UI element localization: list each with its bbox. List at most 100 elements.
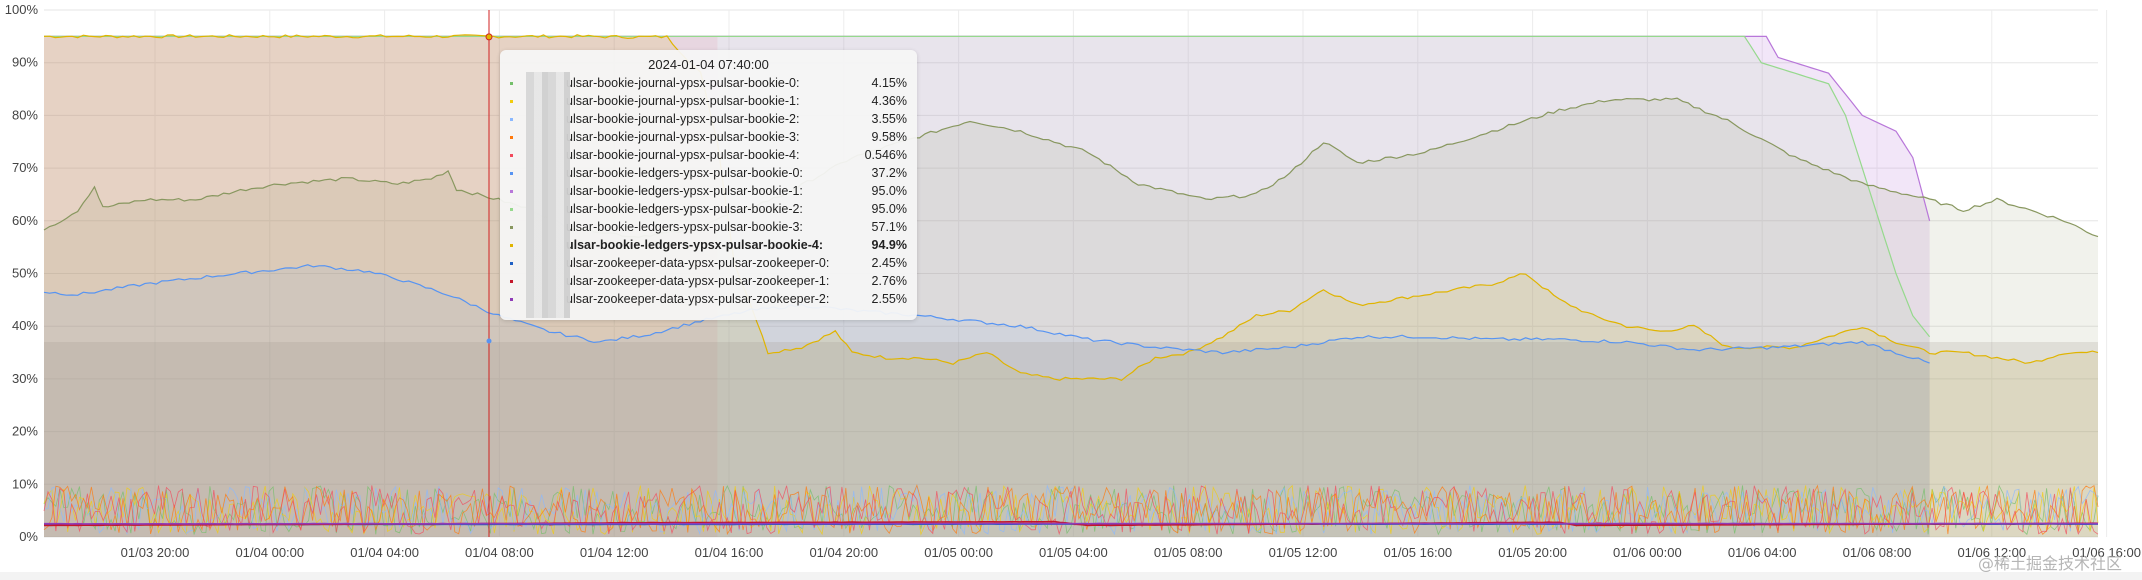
tooltip-row: ulsar-zookeeper-data-ypsx-pulsar-zookeep… <box>500 272 917 290</box>
tooltip-series-name: ulsar-bookie-ledgers-ypsx-pulsar-bookie-… <box>566 202 803 216</box>
x-tick-label: 01/04 16:00 <box>695 545 764 560</box>
series-line <box>44 35 1931 338</box>
hover-point <box>485 33 493 41</box>
y-tick-label: 10% <box>12 476 38 491</box>
x-tick-label: 01/05 00:00 <box>924 545 993 560</box>
series-color-swatch <box>510 172 513 175</box>
y-tick-label: 80% <box>12 107 38 122</box>
x-tick-label: 01/04 04:00 <box>350 545 419 560</box>
tooltip-series-name: ulsar-bookie-journal-ypsx-pulsar-bookie-… <box>566 76 800 90</box>
watermark: @稀土掘金技术社区 <box>1977 554 2122 573</box>
tooltip-series-name: ulsar-bookie-ledgers-ypsx-pulsar-bookie-… <box>566 220 803 234</box>
tooltip-series-name: ulsar-bookie-ledgers-ypsx-pulsar-bookie-… <box>566 166 803 180</box>
tooltip-series-value: 9.58% <box>871 130 907 144</box>
series-line <box>43 264 1930 364</box>
zookeeper-line <box>44 522 2098 525</box>
x-tick-label: 01/06 04:00 <box>1728 545 1797 560</box>
x-tick-label: 01/05 12:00 <box>1269 545 1338 560</box>
x-tick-label: 01/05 04:00 <box>1039 545 1108 560</box>
tooltip-time: 2024-01-04 07:40:00 <box>648 57 769 72</box>
x-axis-ticks: 01/03 20:00 01/04 00:00 01/04 04:00 01/04 0… <box>121 545 2141 560</box>
y-tick-label: 50% <box>12 266 38 281</box>
x-tick-label: 01/04 12:00 <box>580 545 649 560</box>
tooltip-series-name: ulsar-bookie-journal-ypsx-pulsar-bookie-… <box>566 148 800 162</box>
journal-noise-line <box>43 484 2099 536</box>
series-color-swatch <box>510 298 513 301</box>
x-tick-label: 01/03 20:00 <box>121 545 190 560</box>
tooltip-series-value: 3.55% <box>871 112 907 126</box>
y-tick-label: 100% <box>5 2 39 17</box>
series-color-swatch <box>510 244 513 247</box>
tooltip-row: ulsar-bookie-ledgers-ypsx-pulsar-bookie-… <box>500 200 917 218</box>
tooltip-row: ulsar-bookie-ledgers-ypsx-pulsar-bookie-… <box>500 218 917 236</box>
journal-noise-line <box>43 485 2099 536</box>
y-tick-label: 40% <box>12 318 38 333</box>
tooltip-series-name: ulsar-bookie-ledgers-ypsx-pulsar-bookie-… <box>566 238 824 252</box>
tooltip-rows: ulsar-bookie-journal-ypsx-pulsar-bookie-… <box>500 74 917 308</box>
series-color-swatch <box>510 82 513 85</box>
x-tick-label: 01/06 12:00 <box>1957 545 2026 560</box>
tooltip-series-value: 2.55% <box>871 292 907 306</box>
tooltip-series-value: 95.0% <box>871 202 907 216</box>
hover-crosshair <box>485 10 493 537</box>
y-tick-label: 60% <box>12 213 38 228</box>
tooltip-series-value: 94.9% <box>871 238 907 252</box>
chart-grid <box>44 9 2108 538</box>
tooltip-row: ulsar-bookie-ledgers-ypsx-pulsar-bookie-… <box>500 164 917 182</box>
series-color-swatch <box>510 154 513 157</box>
journal-noise-lines <box>43 484 2099 536</box>
hover-point <box>486 338 492 344</box>
x-tick-label: 01/05 20:00 <box>1498 545 1567 560</box>
x-tick-label: 01/04 20:00 <box>809 545 878 560</box>
tooltip-series-name: ulsar-bookie-journal-ypsx-pulsar-bookie-… <box>566 130 800 144</box>
tooltip-row: ulsar-bookie-journal-ypsx-pulsar-bookie-… <box>500 110 917 128</box>
tooltip-row: ulsar-bookie-journal-ypsx-pulsar-bookie-… <box>500 146 917 164</box>
series-color-swatch <box>510 262 513 265</box>
x-tick-label: 01/06 16:00 <box>2072 545 2141 560</box>
tooltip-redaction-mask <box>526 72 570 318</box>
tooltip-series-value: 0.546% <box>864 148 907 162</box>
tooltip-series-name: ulsar-zookeeper-data-ypsx-pulsar-zookeep… <box>566 274 830 288</box>
tooltip-row: ulsar-zookeeper-data-ypsx-pulsar-zookeep… <box>500 290 917 308</box>
x-tick-label: 01/06 08:00 <box>1843 545 1912 560</box>
tooltip-series-value: 37.2% <box>871 166 907 180</box>
tooltip-row: ulsar-bookie-journal-ypsx-pulsar-bookie-… <box>500 74 917 92</box>
x-tick-label: 01/05 16:00 <box>1383 545 1452 560</box>
tooltip-series-value: 95.0% <box>871 184 907 198</box>
tooltip-row: ulsar-bookie-journal-ypsx-pulsar-bookie-… <box>500 128 917 146</box>
x-tick-label: 01/04 00:00 <box>235 545 304 560</box>
bottom-strip <box>0 572 2142 580</box>
y-tick-label: 30% <box>12 371 38 386</box>
journal-noise-line <box>43 484 2099 536</box>
y-axis-ticks: 0% 10% 20% 30% 40% 50% 60% 70% 80% 90% 100% <box>5 2 39 544</box>
tooltip-series-name: ulsar-bookie-ledgers-ypsx-pulsar-bookie-… <box>566 184 803 198</box>
tooltip-row: ulsar-bookie-ledgers-ypsx-pulsar-bookie-… <box>500 236 917 254</box>
tooltip-series-name: ulsar-zookeeper-data-ypsx-pulsar-zookeep… <box>566 256 830 270</box>
tooltip-series-value: 2.76% <box>871 274 907 288</box>
tooltip-series-name: ulsar-zookeeper-data-ypsx-pulsar-zookeep… <box>566 292 830 306</box>
y-tick-label: 0% <box>19 529 38 544</box>
series-color-swatch <box>510 118 513 121</box>
tooltip-row: ulsar-zookeeper-data-ypsx-pulsar-zookeep… <box>500 254 917 272</box>
x-tick-label: 01/04 08:00 <box>465 545 534 560</box>
series-lines <box>43 34 2099 527</box>
tooltip-row: ulsar-bookie-journal-ypsx-pulsar-bookie-… <box>500 92 917 110</box>
y-tick-label: 20% <box>12 424 38 439</box>
series-color-swatch <box>510 280 513 283</box>
hover-tooltip: 2024-01-04 07:40:00 ulsar-bookie-journal… <box>500 50 917 320</box>
tooltip-series-value: 4.36% <box>871 94 907 108</box>
tooltip-series-value: 57.1% <box>871 220 907 234</box>
series-areas <box>44 34 2098 538</box>
series-area <box>44 98 2098 537</box>
journal-noise-line <box>43 484 2099 536</box>
series-color-swatch <box>510 190 513 193</box>
series-color-swatch <box>510 100 513 103</box>
tooltip-series-name: ulsar-bookie-journal-ypsx-pulsar-bookie-… <box>566 94 800 108</box>
x-tick-label: 01/06 00:00 <box>1613 545 1682 560</box>
tooltip-series-name: ulsar-bookie-journal-ypsx-pulsar-bookie-… <box>566 112 800 126</box>
series-line <box>43 97 2099 238</box>
tooltip-series-value: 4.15% <box>871 76 907 90</box>
series-area <box>44 264 1930 537</box>
journal-noise-line <box>43 484 2099 536</box>
